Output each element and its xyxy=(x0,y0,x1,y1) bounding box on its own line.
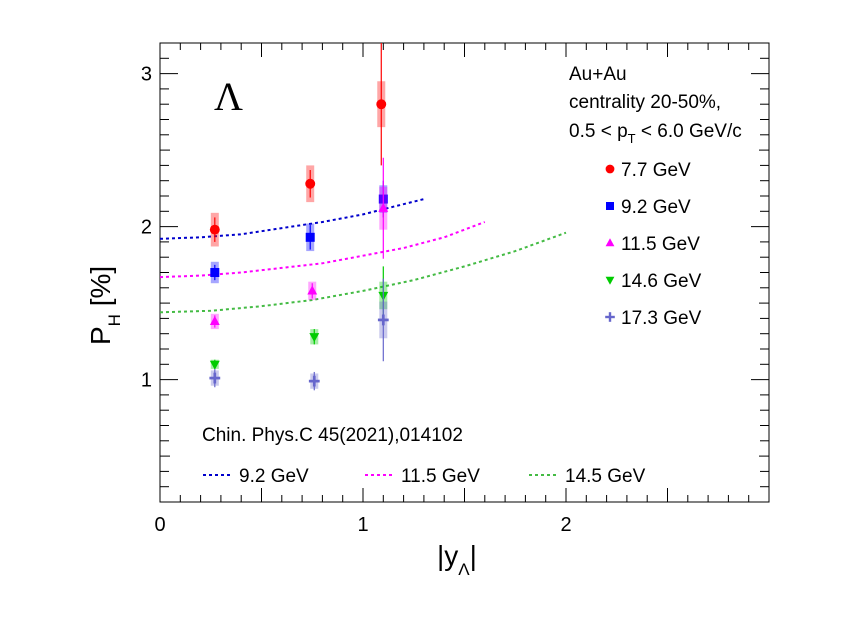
marker xyxy=(605,238,615,247)
data-point xyxy=(209,359,220,370)
legend-label: 7.7 GeV xyxy=(621,160,691,181)
model-curve xyxy=(159,198,425,240)
legend-label: 14.6 GeV xyxy=(621,271,702,292)
model-curve xyxy=(159,221,486,279)
y-tick-label: 3 xyxy=(141,64,152,86)
data-point xyxy=(305,165,316,203)
info-line-2: centrality 20-50%, xyxy=(569,92,721,113)
legend-entry: 14.6 GeV xyxy=(605,271,702,292)
curve-legend-label: 9.2 GeV xyxy=(239,466,309,487)
data-point xyxy=(377,278,389,362)
info-line-3: 0.5 < pT < 6.0 GeV/c xyxy=(569,121,742,146)
curve-legend-entry: 9.2 GeV xyxy=(203,466,309,487)
x-axis-label-sub: Λ xyxy=(458,560,470,579)
data-point xyxy=(378,157,389,259)
curve-legend-entry: 14.5 GeV xyxy=(529,466,646,487)
x-axis-label-close: | xyxy=(470,540,477,571)
marker xyxy=(305,232,315,242)
legend-entry: 17.3 GeV xyxy=(605,308,702,329)
axis-ticks xyxy=(159,42,770,503)
data-point xyxy=(210,261,220,284)
data-point xyxy=(209,313,220,330)
y-axis-label-main: P xyxy=(85,326,116,345)
curve-legend-label: 14.5 GeV xyxy=(565,466,646,487)
y-axis-label-rest: [%] xyxy=(85,266,116,314)
info-line-3-pre: 0.5 < p xyxy=(569,121,628,142)
data-point xyxy=(305,223,315,252)
series xyxy=(210,180,388,284)
marker xyxy=(213,372,217,384)
data-point xyxy=(309,329,320,345)
x-axis-label: |yΛ| xyxy=(437,540,477,579)
series xyxy=(209,157,389,330)
marker xyxy=(381,314,385,326)
data-point xyxy=(376,43,387,166)
info-line-3-sub: T xyxy=(628,131,636,146)
marker xyxy=(605,164,615,174)
marker xyxy=(309,333,320,343)
curve-legend-label: 11.5 GeV xyxy=(401,466,480,487)
legend-entry: 7.7 GeV xyxy=(605,160,691,181)
info-line-1: Au+Au xyxy=(569,64,627,85)
marker xyxy=(209,316,220,326)
data-point xyxy=(307,281,318,301)
y-tick-label: 2 xyxy=(141,217,152,239)
x-tick-label: 2 xyxy=(560,514,571,536)
marker xyxy=(608,312,612,322)
series xyxy=(209,43,387,247)
marker xyxy=(305,178,316,189)
marker xyxy=(307,285,318,295)
marker xyxy=(605,276,615,285)
data-point xyxy=(209,368,221,388)
marker xyxy=(209,224,220,235)
data-point xyxy=(308,371,320,391)
legend: 7.7 GeV 9.2 GeV 11.5 GeV 14.6 GeV 17.3 GeV 9.… xyxy=(203,160,702,487)
series xyxy=(209,266,389,370)
legend-label: 11.5 GeV xyxy=(621,234,700,255)
curve-legend-entry: 11.5 GeV xyxy=(365,466,480,487)
reference-text: Chin. Phys.C 45(2021),014102 xyxy=(202,425,463,446)
info-text: Au+Au centrality 20-50%, 0.5 < pT < 6.0 … xyxy=(569,64,742,146)
legend-label: 9.2 GeV xyxy=(621,197,691,218)
marker xyxy=(606,202,614,210)
y-axis-label-sub: H xyxy=(105,314,124,326)
info-line-3-post: < 6.0 GeV/c xyxy=(636,121,742,142)
series xyxy=(209,278,389,391)
legend-entry: 9.2 GeV xyxy=(606,197,691,218)
legend-entry: 11.5 GeV xyxy=(605,234,700,255)
model-curve xyxy=(159,231,567,314)
x-tick-label: 1 xyxy=(357,514,368,536)
marker xyxy=(209,360,220,370)
y-tick-label: 1 xyxy=(141,370,152,392)
y-axis-label: PH [%] xyxy=(85,266,124,345)
tick-labels: 0 1 2 1 2 3 xyxy=(141,64,572,536)
legend-label: 17.3 GeV xyxy=(621,308,702,329)
marker xyxy=(376,99,387,110)
marker xyxy=(378,202,389,212)
lambda-symbol: Λ xyxy=(214,74,243,119)
model-curves xyxy=(159,198,567,314)
x-axis-label-main: |y xyxy=(437,540,458,571)
data-point xyxy=(209,212,220,247)
data-points xyxy=(209,43,389,391)
x-tick-label: 0 xyxy=(154,514,165,536)
marker xyxy=(210,268,220,277)
marker xyxy=(312,375,316,387)
